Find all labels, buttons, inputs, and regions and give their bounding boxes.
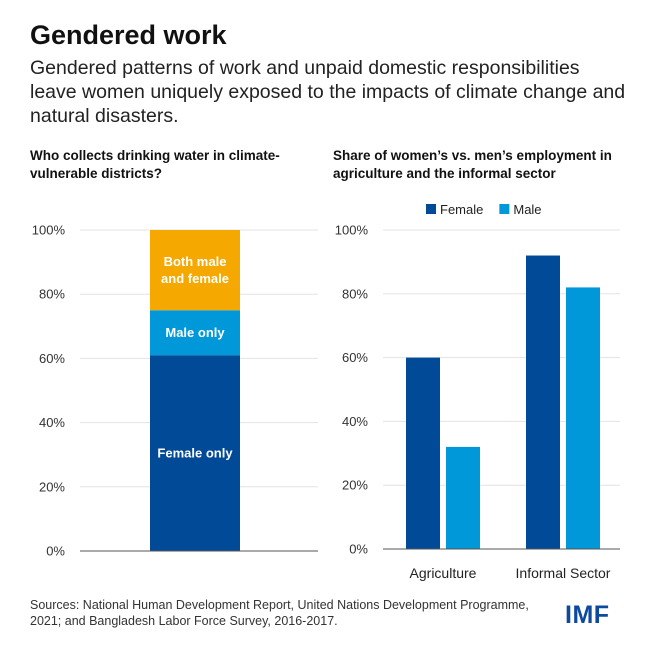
y-tick-label: 40% [342,414,368,429]
segment-label: Male only [165,325,225,340]
y-tick-label: 80% [342,286,368,301]
bar-segment [150,310,240,356]
y-tick-label: 100% [32,223,66,238]
legend-label: Female [440,202,483,217]
bar [526,255,560,549]
y-tick-label: 80% [39,287,65,302]
bar-segment [150,355,240,551]
x-tick-label: Informal Sector [516,565,611,581]
y-tick-label: 20% [39,479,65,494]
y-tick-label: 20% [342,478,368,493]
y-tick-label: 60% [342,350,368,365]
y-tick-label: 0% [349,542,368,557]
legend-swatch [426,204,436,214]
chart-title: Gendered work [30,20,227,50]
segment-label: Female only [157,446,233,461]
y-tick-label: 40% [39,415,65,430]
y-tick-label: 100% [335,223,369,238]
segment-label: Both male [164,254,227,269]
x-tick-label: Agriculture [410,565,477,581]
legend-swatch [499,204,510,214]
y-tick-label: 0% [46,544,65,559]
right-panel-title: Share of women’s vs. men’s employment in… [333,148,612,181]
bar-segment [150,230,240,311]
left-panel-title: Who collects drinking water in climate-v… [30,148,280,181]
bar [566,287,600,549]
y-tick-label: 60% [39,351,65,366]
chart-subtitle: Gendered patterns of work and unpaid dom… [30,57,626,127]
bar [446,446,480,549]
segment-label: and female [161,271,229,286]
legend-label: Male [513,202,541,217]
source-note: Sources: National Human Development Repo… [30,598,529,628]
bar [406,357,440,549]
imf-logo: IMF [565,601,610,629]
